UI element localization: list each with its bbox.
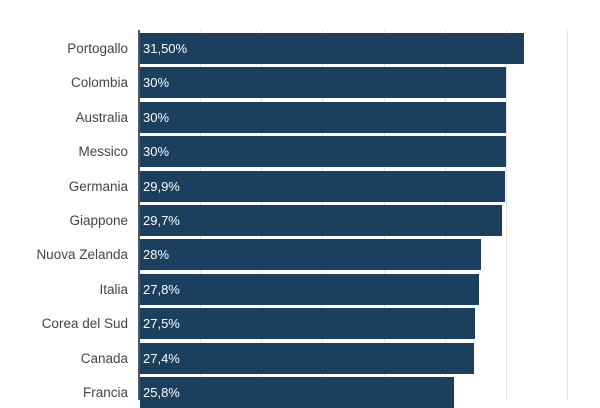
value-label: 27,8% [143, 282, 180, 297]
category-label: Giappone [69, 213, 128, 228]
bar [140, 102, 506, 133]
gridline [567, 30, 568, 400]
bar-row: Portogallo 31,50% [0, 33, 600, 64]
bar [140, 136, 506, 167]
value-label: 30% [143, 110, 170, 125]
bar [140, 171, 505, 202]
category-label: Germania [68, 179, 128, 194]
category-label: Corea del Sud [41, 316, 128, 331]
bar-row: Australia 30% [0, 102, 600, 133]
category-label: Italia [99, 282, 128, 297]
bar [140, 308, 475, 339]
bar-row: Colombia 30% [0, 67, 600, 98]
bar [140, 33, 524, 64]
bar-row: Canada 27,4% [0, 343, 600, 374]
value-label: 29,9% [143, 179, 180, 194]
bar [140, 205, 502, 236]
value-label: 27,5% [143, 316, 180, 331]
value-label: 27,4% [143, 351, 180, 366]
category-label: Messico [78, 144, 128, 159]
bar-row: Nuova Zelanda 28% [0, 239, 600, 270]
value-label: 25,8% [143, 385, 180, 400]
category-label: Portogallo [67, 41, 128, 56]
bar-row: Italia 27,8% [0, 274, 600, 305]
y-axis-line [138, 30, 140, 400]
value-label: 28% [143, 247, 170, 262]
category-label: Nuova Zelanda [36, 247, 128, 262]
bar-row: Giappone 29,7% [0, 205, 600, 236]
category-label: Canada [80, 351, 128, 366]
bar [140, 67, 506, 98]
bar-row: Corea del Sud 27,5% [0, 308, 600, 339]
bar [140, 239, 481, 270]
value-label: 29,7% [143, 213, 180, 228]
value-label: 30% [143, 75, 170, 90]
bar [140, 343, 474, 374]
bar [140, 377, 454, 408]
bar-row: Francia 25,8% [0, 377, 600, 408]
value-label: 30% [143, 144, 170, 159]
category-label: Colombia [70, 75, 128, 90]
gridline [506, 30, 507, 400]
value-label: 31,50% [143, 41, 188, 56]
bar-row: Messico 30% [0, 136, 600, 167]
category-label: Francia [82, 385, 128, 400]
bar-row: Germania 29,9% [0, 171, 600, 202]
category-label: Australia [75, 110, 128, 125]
bar [140, 274, 479, 305]
